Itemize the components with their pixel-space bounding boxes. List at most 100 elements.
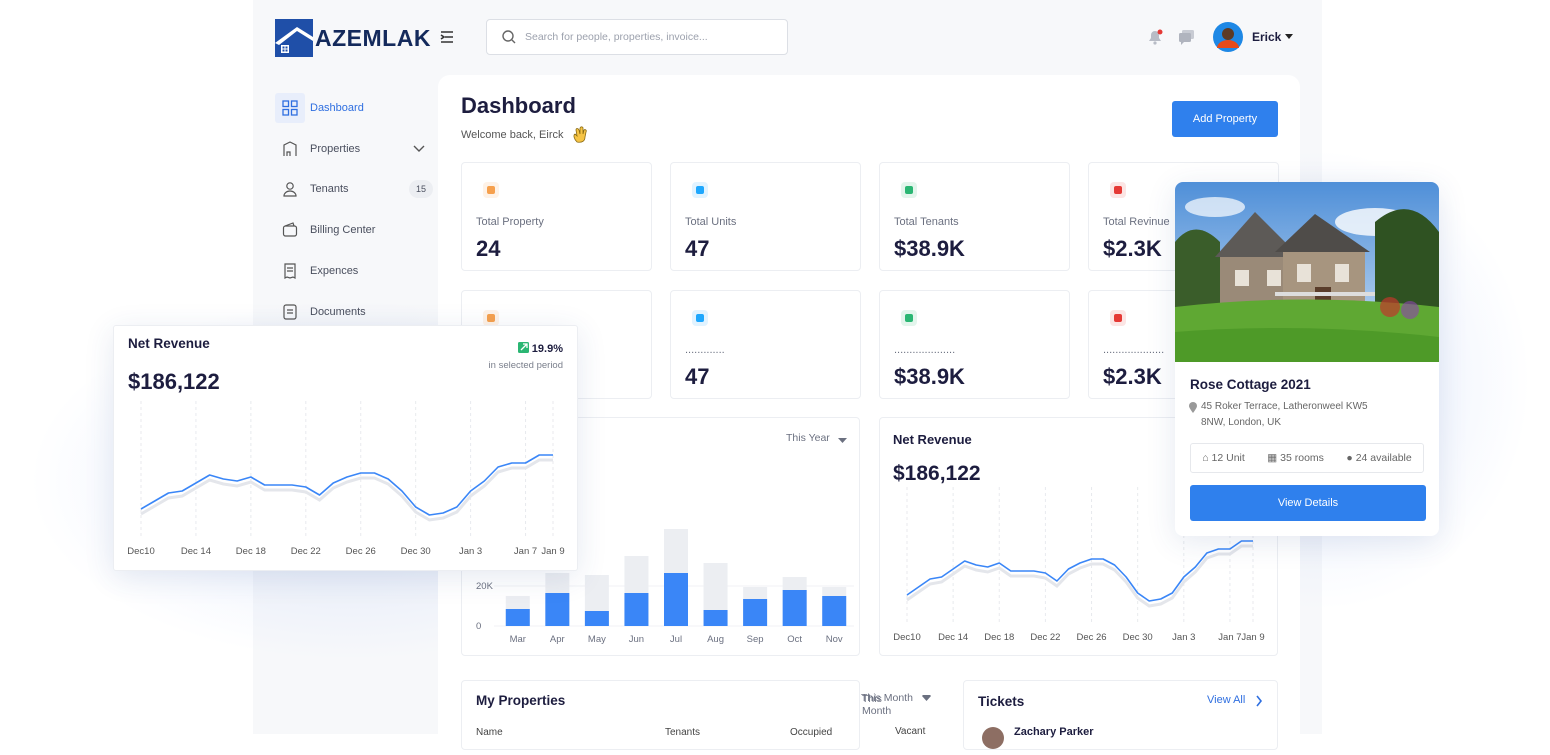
bar [584, 611, 609, 626]
nav-item[interactable]: Documents [275, 297, 425, 327]
messages-icon[interactable] [1178, 28, 1196, 46]
nav-label: Billing Center [310, 224, 376, 236]
column-header: Name [476, 727, 503, 738]
nav-item[interactable]: Properties [275, 134, 425, 164]
stat-value: $38.9K [894, 364, 965, 389]
page-subtitle: Welcome back, Eirck [461, 129, 564, 141]
units: ⌂ 12 Unit [1202, 452, 1245, 464]
user-name[interactable]: Erick [1252, 30, 1282, 44]
nav-label: Properties [310, 143, 361, 155]
property-card: Rose Cottage 2021 45 Roker Terrace, Lath… [1175, 182, 1439, 536]
logo[interactable]: AZEMLAK [275, 19, 431, 57]
stat-icon-dot [696, 186, 704, 194]
bar [743, 599, 768, 626]
x-tick-label: Aug [707, 634, 724, 645]
property-stats: ⌂ 12 Unit ▦ 35 rooms ● 24 available [1190, 443, 1424, 473]
nav-icon [284, 263, 296, 279]
stat-icon [1110, 310, 1126, 326]
link-chevron[interactable] [1255, 695, 1263, 707]
filter-caret[interactable] [838, 438, 847, 443]
logo-text: AZEMLAK [315, 24, 431, 51]
x-tick-label: Mar [510, 634, 526, 645]
x-tick-label: May [588, 634, 606, 645]
nav-item[interactable]: Dashboard [275, 93, 425, 123]
x-tick-label: Nov [826, 634, 843, 645]
card-title: Tickets [978, 694, 1025, 709]
x-tick-label: Jan 7 [1218, 632, 1241, 643]
x-tick-label: Dec 14 [181, 546, 211, 557]
stat-value: $2.3K [1103, 236, 1162, 261]
stat-icon-dot [487, 186, 495, 194]
stat-value: 47 [685, 236, 710, 261]
line-shadow [140, 458, 553, 522]
nav-label: Documents [310, 306, 366, 318]
stat-label: .................... [894, 344, 956, 356]
location-icon [1189, 402, 1197, 413]
x-tick-label: Dec10 [127, 546, 154, 557]
chart-title: Net Revenue [893, 432, 972, 447]
available: ● 24 available [1346, 452, 1412, 464]
line-chart-card: Net Revenue $186,122 Dec10 Dec 14 Dec 18 De… [879, 417, 1278, 656]
logo-icon [275, 19, 313, 57]
line [140, 454, 553, 516]
x-tick-label: Jun [629, 634, 644, 645]
filter-caret[interactable] [921, 694, 933, 702]
stat-label: ............. [685, 344, 725, 356]
property-address: 8NW, London, UK [1201, 417, 1282, 428]
user-avatar[interactable] [1213, 22, 1243, 52]
bar [664, 573, 688, 626]
add-property-button[interactable]: Add Property [1172, 101, 1278, 137]
stat-value: $38.9K [894, 236, 965, 261]
stat-label: .................... [1103, 344, 1165, 356]
x-tick-label: Dec 26 [346, 546, 376, 557]
line [906, 540, 1253, 602]
bar [624, 593, 649, 626]
x-tick-label: Dec 30 [1123, 632, 1153, 643]
view-all-link[interactable]: View All [1207, 694, 1246, 706]
card-filter[interactable]: This Month [862, 693, 892, 717]
chart-filter[interactable]: This Year [786, 432, 830, 444]
stat-card: Total Property 24 [461, 162, 652, 271]
change-note: in selected period [489, 360, 563, 371]
nav-icon [282, 222, 298, 237]
y-tick-label: 20K [476, 581, 494, 592]
view-details-button[interactable]: View Details [1190, 485, 1426, 521]
property-address: 45 Roker Terrace, Latheronweel KW5 [1201, 401, 1368, 412]
stat-icon [692, 310, 708, 326]
stat-value: 47 [685, 364, 710, 389]
revenue-card: Net Revenue $186,122 19.9% in selected p… [113, 325, 578, 571]
x-tick-label: Dec 22 [291, 546, 321, 557]
search-box[interactable]: Search for people, properties, invoice..… [486, 19, 788, 55]
available-text: 24 available [1355, 452, 1412, 464]
notification-bell[interactable] [1146, 28, 1164, 46]
nav-item[interactable]: Billing Center [275, 215, 425, 245]
tickets-card: Tickets View All Zachary Parker [963, 680, 1278, 750]
stat-icon [483, 182, 499, 198]
nav-icon [282, 100, 298, 116]
nav-item[interactable]: Tenants 15 [275, 174, 433, 204]
x-tick-label: Dec10 [893, 632, 920, 643]
stat-card: ............. 47 [670, 290, 861, 399]
stat-card: Total Tenants $38.9K [879, 162, 1070, 271]
stat-value: $2.3K [1103, 364, 1162, 389]
user-caret[interactable] [1284, 33, 1294, 41]
x-tick-label: Jan 9 [1241, 632, 1264, 643]
stat-icon [901, 182, 917, 198]
property-image [1175, 182, 1439, 362]
ticket-name: Zachary Parker [1014, 726, 1094, 738]
property-title: Rose Cottage 2021 [1190, 377, 1311, 392]
line-shadow [906, 544, 1253, 608]
x-tick-label: Dec 18 [236, 546, 266, 557]
nav-icon [283, 182, 297, 197]
chart-value: $186,122 [893, 462, 981, 485]
nav-label: Tenants [310, 183, 349, 195]
rooms-text: 35 rooms [1280, 452, 1324, 464]
menu-toggle[interactable] [439, 29, 455, 45]
search-placeholder: Search for people, properties, invoice..… [525, 31, 708, 43]
stat-icon-dot [487, 314, 495, 322]
nav-item[interactable]: Expences [275, 256, 425, 286]
card-filter[interactable]: This Month [861, 692, 913, 704]
wave-icon [573, 126, 587, 143]
stat-icon [483, 310, 499, 326]
x-tick-label: Dec 30 [401, 546, 431, 557]
